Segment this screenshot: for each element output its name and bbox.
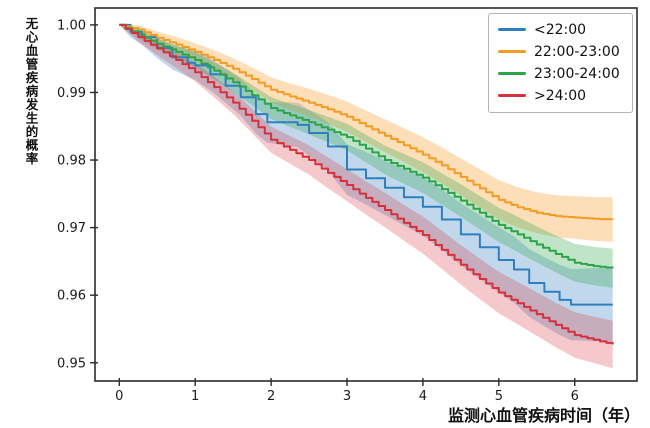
- x-tick-label: 5: [495, 389, 503, 404]
- km-curve-4: [119, 23, 614, 345]
- x-tick-label: 4: [419, 389, 427, 404]
- x-tick-label: 6: [571, 389, 579, 404]
- y-tick-label: 0.97: [57, 221, 86, 236]
- y-tick-label: 0.98: [57, 154, 86, 169]
- y-tick-label: 0.95: [57, 356, 86, 371]
- legend-line-swatch: [498, 94, 526, 97]
- legend-line-swatch: [498, 72, 526, 75]
- y-axis-label: 无心血管疾病发生的概率: [23, 17, 39, 166]
- x-tick-label: 3: [343, 389, 351, 404]
- legend-label: <22:00: [534, 21, 587, 38]
- confidence-band-3: [119, 24, 613, 288]
- confidence-band-1: [119, 24, 613, 342]
- km-curve-2: [119, 23, 614, 221]
- x-axis-label: 监测心血管疾病时间（年）: [447, 406, 640, 425]
- legend: <22:00 22:00-23:00 23:00-24:00 >24:00: [488, 13, 633, 113]
- plot-border: [94, 7, 638, 382]
- legend-item-3: 23:00-24:00: [498, 63, 620, 84]
- legend-item-1: <22:00: [498, 19, 620, 40]
- y-tick-label: 1.00: [57, 18, 86, 33]
- legend-label: >24:00: [534, 87, 587, 104]
- x-tick-label: 1: [191, 389, 199, 404]
- legend-label: 23:00-24:00: [534, 65, 620, 82]
- x-tick-label: 0: [115, 389, 123, 404]
- legend-label: 22:00-23:00: [534, 43, 620, 60]
- legend-item-2: 22:00-23:00: [498, 41, 620, 62]
- y-tick-label: 0.99: [57, 86, 86, 101]
- legend-item-4: >24:00: [498, 85, 620, 106]
- x-tick-label: 2: [267, 389, 275, 404]
- y-tick-label: 0.96: [57, 289, 86, 304]
- legend-line-swatch: [498, 50, 526, 53]
- legend-line-swatch: [498, 28, 526, 31]
- km-curve-1: [119, 23, 613, 306]
- km-curve-3: [119, 23, 614, 269]
- confidence-band-2: [119, 24, 613, 242]
